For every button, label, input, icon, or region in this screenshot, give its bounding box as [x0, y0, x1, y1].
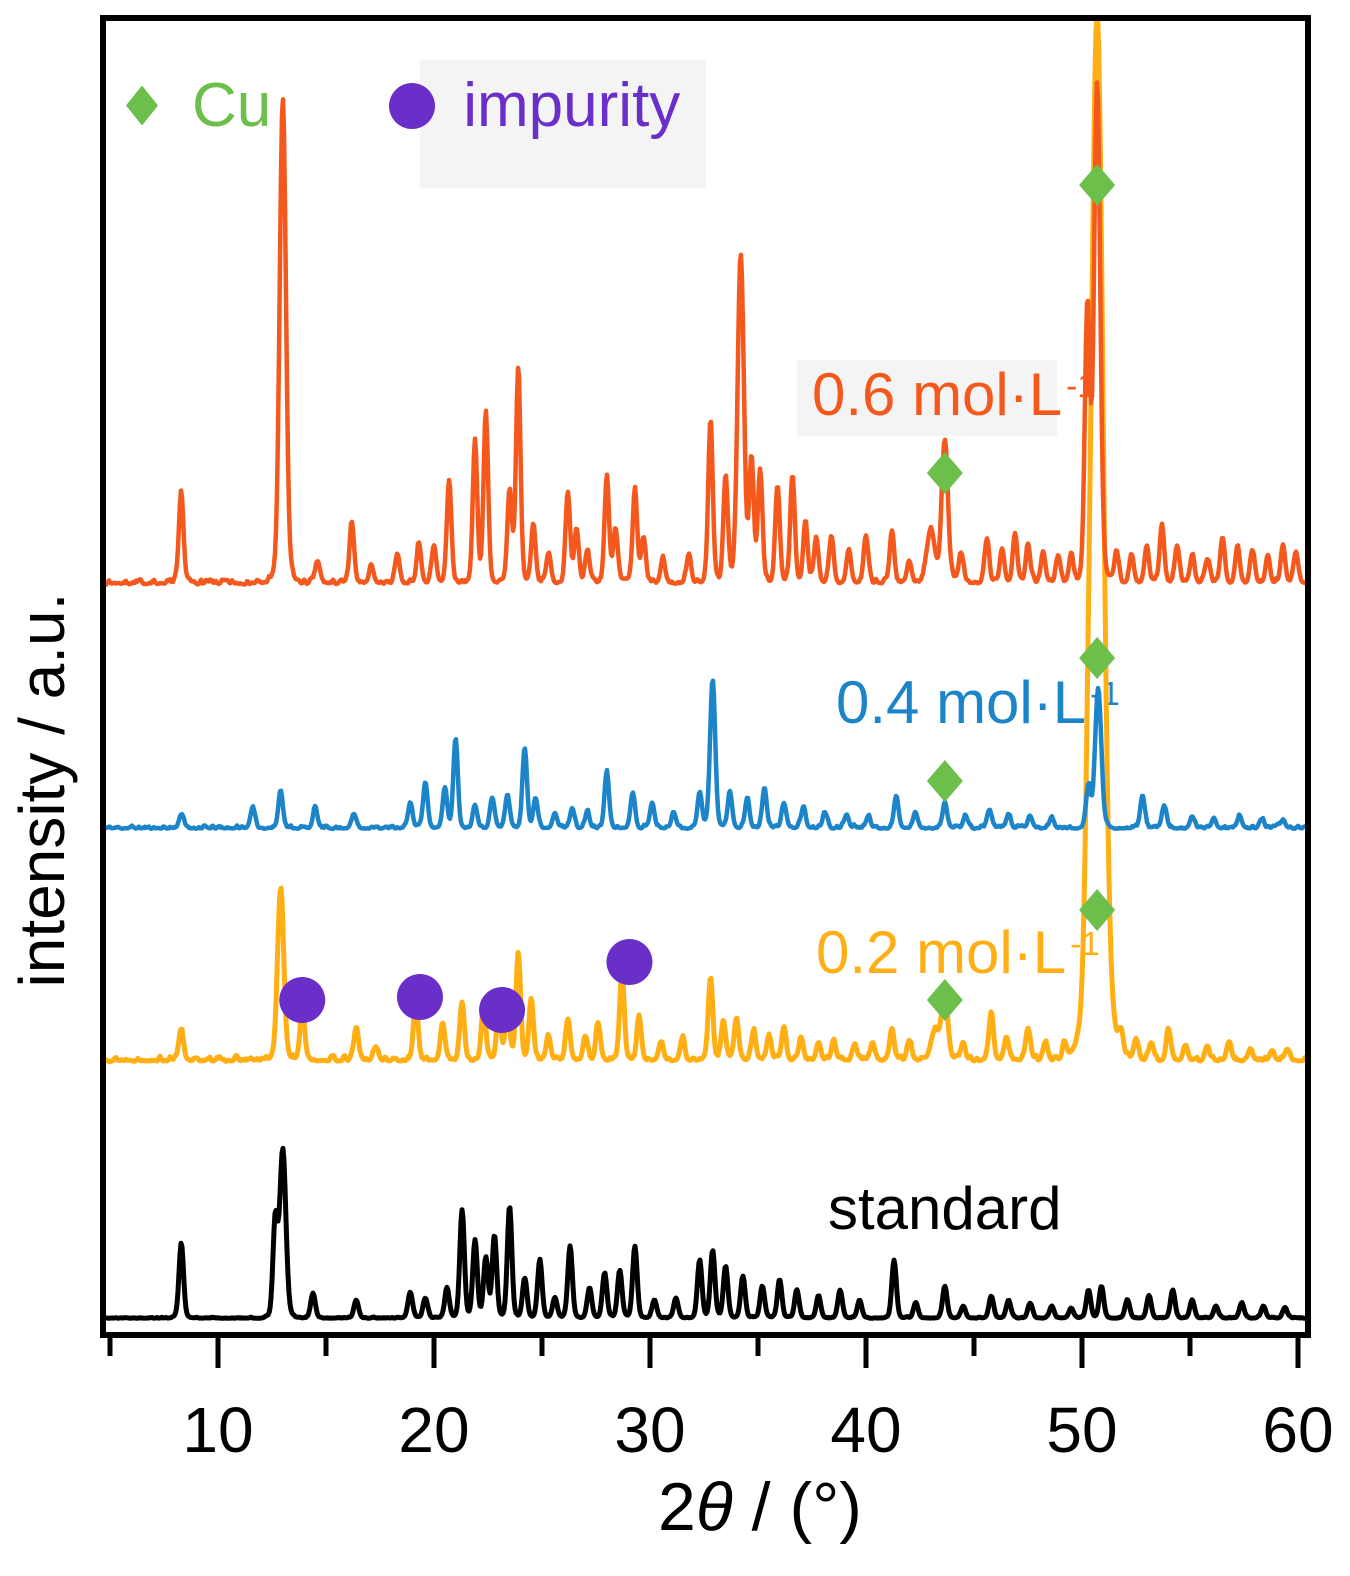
trace-label-standard: standard: [828, 1176, 1062, 1242]
x-axis-ticks: [107, 1338, 1301, 1368]
cu-peak-marker-diamond: [1079, 164, 1116, 206]
cu-peak-marker-diamond: [926, 760, 963, 802]
trace-label-text: 0.6 mol·L: [812, 361, 1063, 428]
x-tick-label-20: 20: [398, 1394, 469, 1466]
x-tick-label-30: 30: [614, 1394, 685, 1466]
legend-label-cu: Cu: [192, 71, 272, 140]
x-tick-label-10: 10: [182, 1394, 253, 1466]
impurity-circle-icon: [389, 82, 436, 129]
trace-label-text: 0.4 mol·L: [836, 669, 1087, 736]
x-axis-title: 2θ / (°): [85, 1468, 1350, 1546]
xrd-trace-standard: [106, 1145, 1305, 1321]
x-axis-title-theta: θ: [695, 1469, 733, 1545]
x-tick-label-60: 60: [1262, 1394, 1333, 1466]
xrd-trace-0.2-mol-l-1: [106, 21, 1305, 1064]
label-background-box: [797, 360, 1057, 436]
impurity-peak-marker-circle: [396, 974, 443, 1020]
trace-label-text: standard: [828, 1175, 1062, 1242]
x-tick-label-50: 50: [1046, 1394, 1117, 1466]
legend: Cu impurity: [126, 70, 680, 141]
trace-label-0.6-mol-per-L: 0.6 mol·L -1: [812, 362, 1096, 428]
xrd-trace-0.4-mol-l-1: [106, 678, 1305, 832]
xrd-trace-0.6-mol-l-1: [106, 80, 1305, 587]
x-axis-title-prefix: 2: [658, 1469, 696, 1545]
legend-background-box: [420, 60, 706, 188]
traces-layer: [106, 21, 1305, 1321]
x-axis-title-suffix: / (°): [732, 1469, 862, 1545]
cu-peak-marker-diamond: [1079, 637, 1116, 679]
cu-peak-marker-diamond: [1079, 889, 1116, 931]
trace-label-0.2-mol-per-L: 0.2 mol·L -1: [816, 920, 1100, 986]
impurity-peak-marker-circle: [606, 939, 653, 985]
trace-label-text: 0.2 mol·L: [816, 919, 1067, 986]
plot-frame: [100, 15, 1311, 1338]
impurity-peak-marker-circle: [279, 977, 326, 1023]
x-tick-label-40: 40: [830, 1394, 901, 1466]
legend-label-impurity: impurity: [463, 71, 681, 140]
cu-peak-marker-diamond: [926, 452, 963, 494]
cu-peak-marker-diamond: [926, 979, 963, 1021]
impurity-peak-marker-circle: [479, 987, 526, 1033]
